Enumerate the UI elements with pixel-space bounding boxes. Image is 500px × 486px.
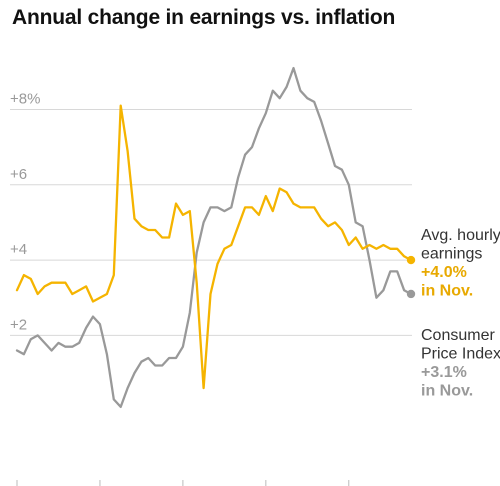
series-end-label: in Nov. [421, 383, 473, 400]
series-end-label: +3.1% [421, 364, 467, 381]
series-end-label: +4.0% [421, 264, 467, 281]
series-end-dot [406, 289, 416, 299]
y-tick-label: +2 [10, 316, 27, 333]
series-lines [15, 66, 416, 409]
series-end-label: Price Index [421, 346, 500, 363]
x-axis-ticks [16, 480, 350, 486]
gridlines [10, 108, 412, 336]
chart-title: Annual change in earnings vs. inflation [12, 6, 396, 29]
series-end-label: earnings [421, 246, 482, 263]
series-end-dot [406, 255, 416, 265]
y-tick-label: +6 [10, 166, 27, 183]
series-end-labels: Avg. hourly earnings+4.0% in Nov. Consumer P… [421, 227, 500, 400]
series-end-label: Avg. hourly [421, 227, 500, 244]
y-tick-label: +4 [10, 241, 27, 258]
y-axis-ticks: +2 +4 +6 +8% [10, 90, 40, 333]
y-tick-label: +8% [10, 90, 40, 107]
series-end-label: Consumer [421, 327, 495, 344]
series-line-earnings [15, 104, 413, 390]
series-line-cpi [15, 66, 413, 409]
series-end-label: in Nov. [421, 283, 473, 300]
